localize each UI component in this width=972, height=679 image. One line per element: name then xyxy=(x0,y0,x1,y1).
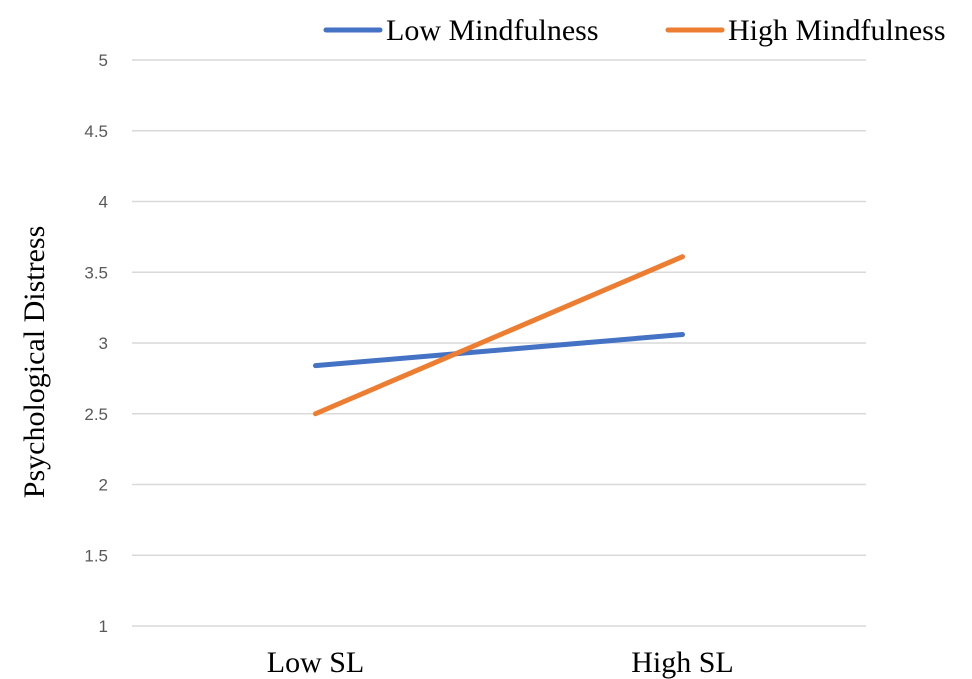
y-tick-label: 2 xyxy=(99,476,108,495)
y-axis-title: Psychological Distress xyxy=(18,226,51,498)
series-line-0 xyxy=(313,332,685,369)
x-category-label: High SL xyxy=(631,646,734,679)
y-tick-label: 3 xyxy=(99,334,108,353)
series-lines xyxy=(313,254,685,417)
y-tick-label: 1.5 xyxy=(84,546,108,565)
y-tick-label: 1 xyxy=(99,617,108,636)
y-tick-label: 5 xyxy=(99,51,108,70)
gridlines xyxy=(132,59,866,627)
y-tick-label: 3.5 xyxy=(84,263,108,282)
y-tick-label: 2.5 xyxy=(84,405,108,424)
legend-label-1: High Mindfulness xyxy=(728,14,946,47)
legend: Low Mindfulness High Mindfulness xyxy=(323,14,946,47)
y-tick-label: 4.5 xyxy=(84,122,108,141)
series-line-1 xyxy=(313,254,685,417)
legend-label-0: Low Mindfulness xyxy=(386,14,599,47)
x-axis-category-labels: Low SL High SL xyxy=(267,646,734,679)
y-tick-label: 4 xyxy=(99,193,108,212)
y-axis-tick-labels: 1 1.5 2 2.5 3 3.5 4 4.5 5 xyxy=(84,51,108,636)
x-category-label: Low SL xyxy=(267,646,365,679)
